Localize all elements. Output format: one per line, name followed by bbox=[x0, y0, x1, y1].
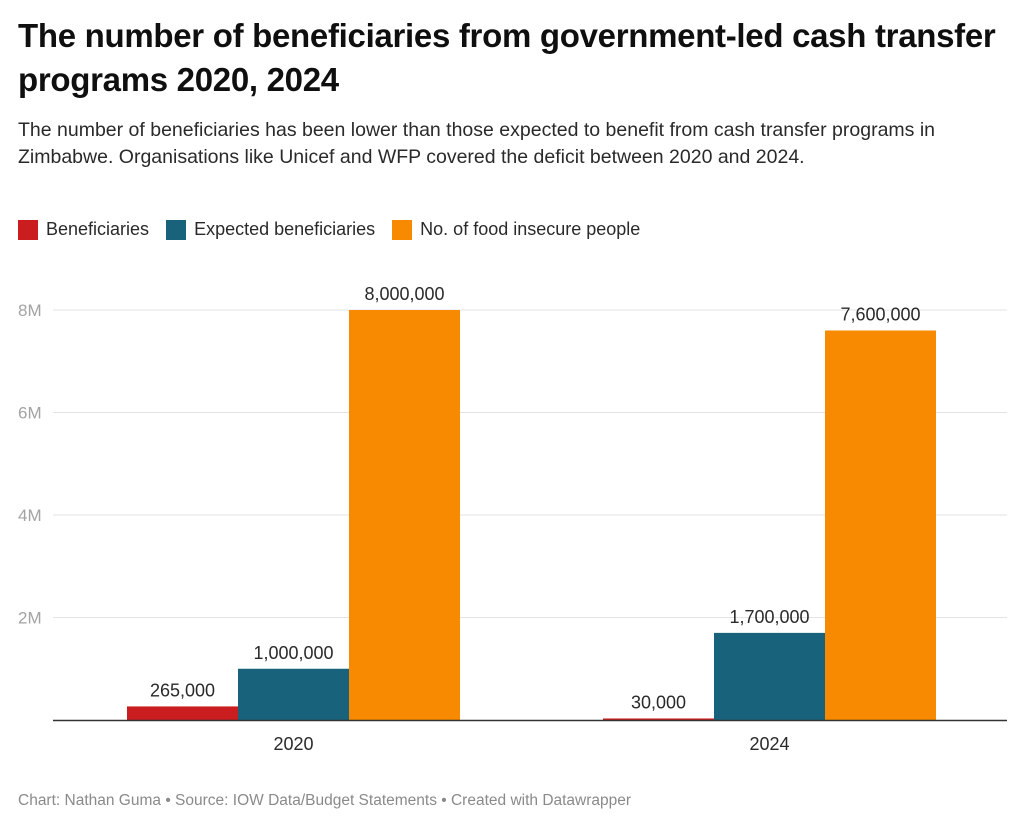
legend-swatch-expected-beneficiaries bbox=[166, 219, 187, 240]
bar-expected-beneficiaries-2020 bbox=[238, 668, 349, 720]
legend-item-expected-beneficiaries: Expected beneficiaries bbox=[166, 219, 375, 240]
bar-beneficiaries-2024 bbox=[603, 718, 714, 720]
data-label: 1,700,000 bbox=[729, 607, 809, 627]
legend-label: Beneficiaries bbox=[46, 219, 150, 239]
legend-label: Expected beneficiaries bbox=[194, 219, 376, 239]
y-tick-label: 6M bbox=[18, 404, 42, 423]
x-tick-label: 2024 bbox=[749, 734, 789, 754]
data-label: 8,000,000 bbox=[364, 284, 444, 304]
legend-item-food-insecure: No. of food insecure people bbox=[392, 219, 640, 240]
y-tick-label: 4M bbox=[18, 506, 42, 525]
chart-subtitle: The number of beneficiaries has been low… bbox=[18, 119, 936, 168]
bar-chart: 2M 4M 6M 8M 265,000 1,000,000 8,000,000 2020 30,… bbox=[18, 284, 1007, 754]
bar-beneficiaries-2020 bbox=[127, 706, 238, 720]
legend-swatch-food-insecure bbox=[392, 219, 413, 240]
x-tick-label: 2020 bbox=[273, 734, 313, 754]
bar-no-of-food-insecure-people-2020 bbox=[349, 310, 460, 720]
legend-swatch-beneficiaries bbox=[18, 219, 38, 240]
data-label: 7,600,000 bbox=[840, 305, 920, 325]
legend: Beneficiaries Expected beneficiaries No.… bbox=[18, 219, 657, 240]
legend-label: No. of food insecure people bbox=[420, 219, 641, 239]
data-label: 265,000 bbox=[150, 680, 215, 700]
data-label: 30,000 bbox=[631, 692, 686, 712]
bar-no-of-food-insecure-people-2024 bbox=[825, 330, 936, 720]
chart-title: The number of beneficiaries from governm… bbox=[18, 17, 996, 98]
data-label: 1,000,000 bbox=[253, 643, 333, 663]
y-tick-label: 8M bbox=[18, 301, 42, 320]
legend-item-beneficiaries: Beneficiaries bbox=[18, 219, 149, 240]
chart-footer: Chart: Nathan Guma • Source: IOW Data/Bu… bbox=[18, 792, 632, 809]
y-tick-label: 2M bbox=[18, 609, 42, 628]
bar-expected-beneficiaries-2024 bbox=[714, 632, 825, 720]
